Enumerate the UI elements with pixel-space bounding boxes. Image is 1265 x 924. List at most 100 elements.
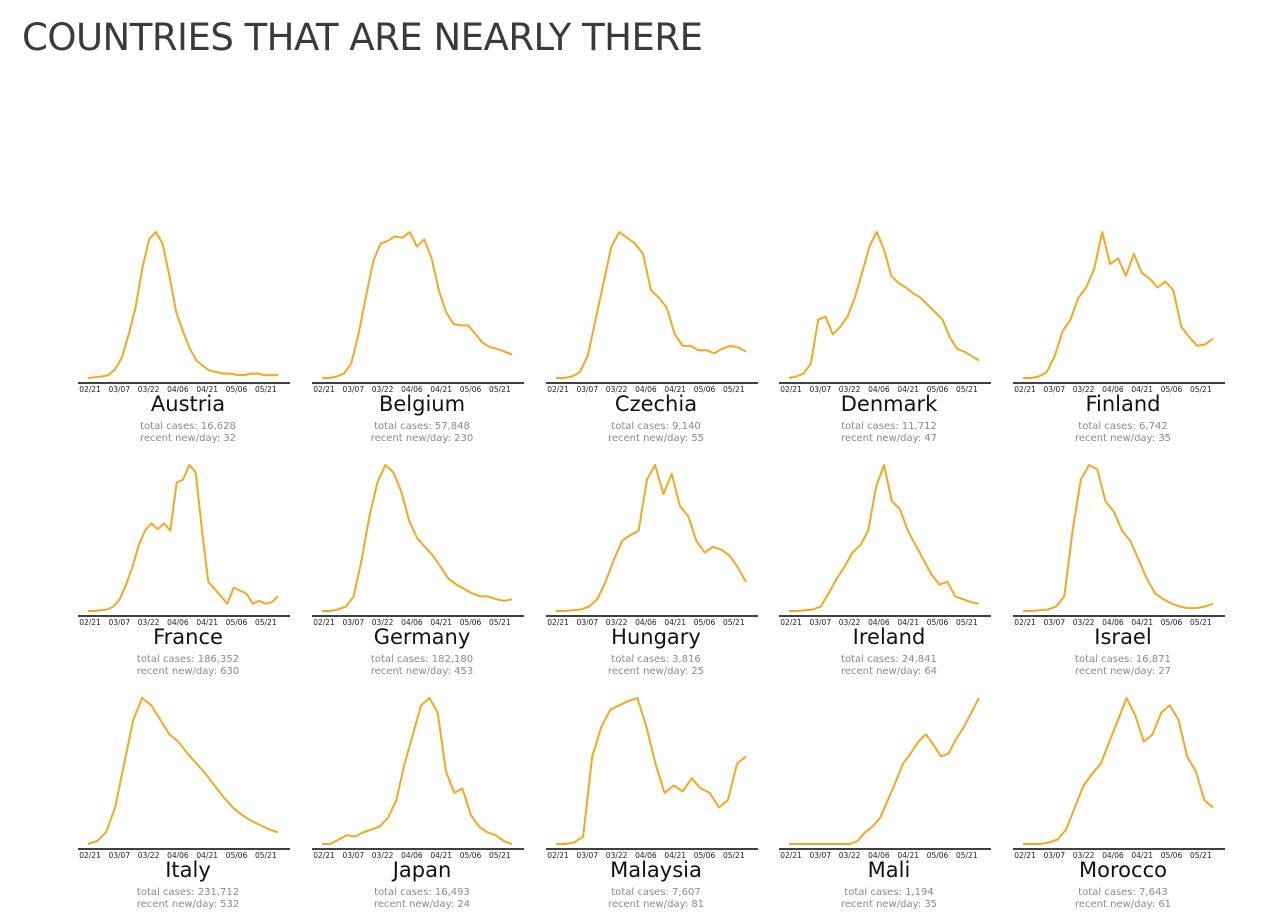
- series-line: [87, 231, 278, 379]
- country-panel-hungary: 02/21 03/07 03/22 04/06 04/21 05/06 05/21 Hunga…: [546, 461, 766, 691]
- x-tick-label: 05/06: [694, 618, 716, 627]
- x-tick-label: 05/21: [1190, 851, 1212, 860]
- total-cases: total cases: 6,742: [1078, 421, 1168, 432]
- country-name: Germany: [373, 625, 471, 649]
- x-tick-label: 05/06: [226, 851, 248, 860]
- country-chart-israel: 02/21 03/07 03/22 04/06 04/21 05/06 05/21: [1013, 464, 1225, 627]
- country-name: Morocco: [1079, 858, 1167, 882]
- x-tick-label: 03/07: [1043, 385, 1065, 394]
- x-tick-label: 05/06: [1161, 385, 1183, 394]
- x-tick-label: 04/21: [664, 851, 686, 860]
- country-name: Czechia: [614, 392, 698, 416]
- x-tick-label: 02/21: [79, 618, 101, 627]
- x-tick-label: 03/22: [372, 851, 394, 860]
- country-name: Hungary: [611, 625, 701, 649]
- country-panel-israel: 02/21 03/07 03/22 04/06 04/21 05/06 05/21 Israe…: [1013, 461, 1233, 691]
- country-chart-france: 02/21 03/07 03/22 04/06 04/21 05/06 05/21: [78, 464, 290, 627]
- x-tick-label: 05/06: [927, 385, 949, 394]
- country-name: Japan: [392, 858, 452, 882]
- x-tick-label: 05/06: [1161, 851, 1183, 860]
- recent-new-per-day: recent new/day: 453: [370, 666, 474, 677]
- x-tick-label: 04/06: [167, 385, 189, 394]
- series-line: [556, 464, 747, 612]
- country-name: Finland: [1085, 392, 1161, 416]
- country-chart-italy: 02/21 03/07 03/22 04/06 04/21 05/06 05/21: [78, 697, 290, 860]
- x-tick-label: 05/21: [956, 851, 978, 860]
- country-chart-czechia: 02/21 03/07 03/22 04/06 04/21 05/06 05/21: [546, 231, 758, 394]
- x-tick-label: 04/06: [1102, 618, 1124, 627]
- country-name: Denmark: [840, 392, 938, 416]
- x-tick-label: 02/21: [79, 851, 101, 860]
- x-tick-label: 05/21: [255, 851, 277, 860]
- x-tick-label: 05/06: [460, 385, 482, 394]
- x-tick-label: 05/21: [956, 385, 978, 394]
- x-tick-label: 05/06: [460, 851, 482, 860]
- total-cases: total cases: 16,871: [1075, 654, 1171, 665]
- x-tick-label: 02/21: [547, 851, 569, 860]
- recent-new-per-day: recent new/day: 61: [1074, 899, 1172, 910]
- country-name: France: [153, 625, 223, 649]
- x-tick-label: 04/21: [897, 851, 919, 860]
- country-panel-morocco: 02/21 03/07 03/22 04/06 04/21 05/06 05/21 Moroc…: [1013, 694, 1233, 924]
- x-tick-label: 03/22: [138, 851, 160, 860]
- series-line: [789, 697, 980, 845]
- country-panel-denmark: 02/21 03/07 03/22 04/06 04/21 05/06 05/21 Denma…: [779, 228, 999, 458]
- total-cases: total cases: 7,607: [611, 887, 701, 898]
- series-line: [1023, 464, 1214, 612]
- x-tick-label: 03/22: [1073, 385, 1095, 394]
- total-cases: total cases: 231,712: [136, 887, 240, 898]
- x-tick-label: 04/21: [1131, 618, 1153, 627]
- x-tick-label: 05/21: [255, 385, 277, 394]
- series-line: [322, 697, 513, 845]
- country-panel-mali: 02/21 03/07 03/22 04/06 04/21 05/06 05/21 Mali t…: [779, 694, 999, 924]
- total-cases: total cases: 3,816: [611, 654, 701, 665]
- x-tick-label: 02/21: [1014, 851, 1036, 860]
- recent-new-per-day: recent new/day: 24: [373, 899, 471, 910]
- x-tick-label: 05/06: [694, 385, 716, 394]
- recent-new-per-day: recent new/day: 55: [607, 433, 705, 444]
- country-name: Israel: [1094, 625, 1152, 649]
- x-tick-label: 04/21: [430, 618, 452, 627]
- x-tick-label: 05/06: [1161, 618, 1183, 627]
- x-tick-label: 02/21: [1014, 385, 1036, 394]
- x-tick-label: 03/22: [1073, 851, 1095, 860]
- x-tick-label: 05/06: [460, 618, 482, 627]
- country-chart-japan: 02/21 03/07 03/22 04/06 04/21 05/06 05/21: [312, 697, 524, 860]
- country-chart-malaysia: 02/21 03/07 03/22 04/06 04/21 05/06 05/21: [546, 697, 758, 860]
- country-chart-germany: 02/21 03/07 03/22 04/06 04/21 05/06 05/21: [312, 464, 524, 627]
- country-chart-belgium: 02/21 03/07 03/22 04/06 04/21 05/06 05/21: [312, 231, 524, 394]
- x-tick-label: 03/22: [839, 618, 861, 627]
- x-tick-label: 02/21: [780, 851, 802, 860]
- x-tick-label: 04/06: [167, 851, 189, 860]
- x-tick-label: 04/06: [401, 618, 423, 627]
- x-tick-label: 04/06: [1102, 385, 1124, 394]
- x-tick-label: 02/21: [79, 385, 101, 394]
- x-tick-label: 04/06: [868, 618, 890, 627]
- country-chart-denmark: 02/21 03/07 03/22 04/06 04/21 05/06 05/21: [779, 231, 991, 394]
- x-tick-label: 03/22: [606, 851, 628, 860]
- x-tick-label: 05/21: [489, 385, 511, 394]
- recent-new-per-day: recent new/day: 25: [607, 666, 705, 677]
- country-chart-hungary: 02/21 03/07 03/22 04/06 04/21 05/06 05/21: [546, 464, 758, 627]
- x-tick-label: 03/07: [342, 851, 364, 860]
- x-tick-label: 02/21: [1014, 618, 1036, 627]
- recent-new-per-day: recent new/day: 47: [840, 433, 938, 444]
- x-tick-label: 03/07: [1043, 618, 1065, 627]
- x-tick-label: 03/07: [576, 385, 598, 394]
- recent-new-per-day: recent new/day: 532: [136, 899, 240, 910]
- series-line: [788, 231, 980, 379]
- recent-new-per-day: recent new/day: 81: [607, 899, 705, 910]
- x-tick-label: 04/21: [1131, 385, 1153, 394]
- x-tick-label: 05/21: [255, 618, 277, 627]
- x-tick-label: 05/06: [694, 851, 716, 860]
- x-tick-label: 04/21: [196, 385, 218, 394]
- x-tick-label: 05/21: [956, 618, 978, 627]
- x-tick-label: 05/06: [226, 385, 248, 394]
- recent-new-per-day: recent new/day: 630: [136, 666, 240, 677]
- x-tick-label: 04/06: [635, 618, 657, 627]
- x-tick-label: 04/21: [664, 385, 686, 394]
- x-tick-label: 03/22: [372, 385, 394, 394]
- country-panel-germany: 02/21 03/07 03/22 04/06 04/21 05/06 05/21 Germa…: [312, 461, 532, 691]
- recent-new-per-day: recent new/day: 32: [139, 433, 237, 444]
- country-panel-finland: 02/21 03/07 03/22 04/06 04/21 05/06 05/21 Finla…: [1013, 228, 1233, 458]
